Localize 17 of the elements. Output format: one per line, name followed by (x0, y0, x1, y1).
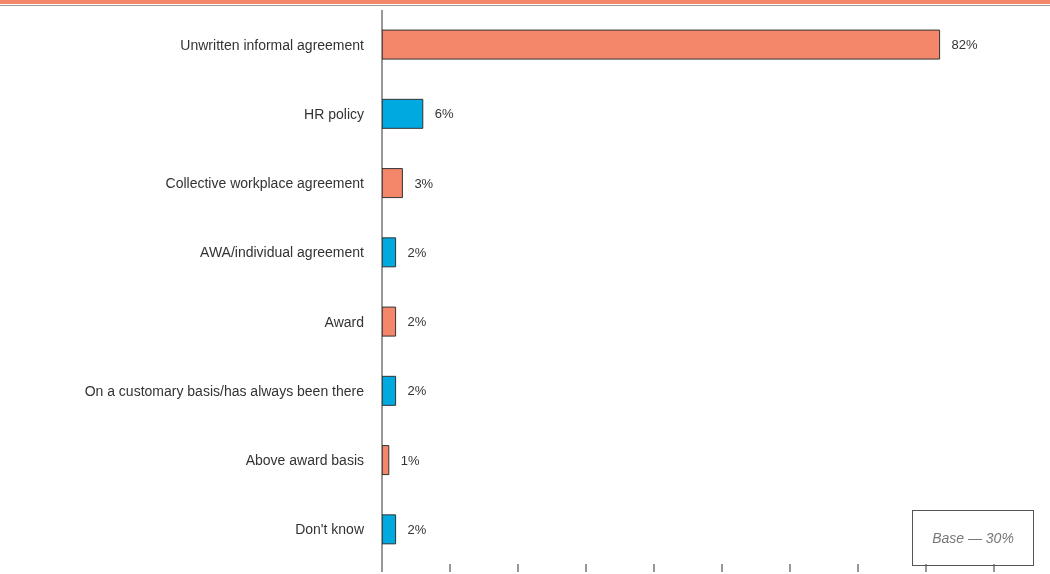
annotation: Base — 30% (912, 510, 1034, 566)
data-label: 1% (400, 452, 421, 468)
data-label: 3% (414, 175, 434, 191)
data-label: 2% (407, 314, 427, 330)
data-label: 2% (407, 383, 427, 399)
y-tick-label: HR policy (304, 105, 364, 122)
data-label: 6% (434, 106, 455, 122)
y-tick-label: Above award basis (245, 452, 364, 469)
y-tick-label: AWA/individual agreement (200, 244, 365, 261)
data-label: 2% (407, 244, 427, 260)
y-tick-label: Don't know (295, 521, 365, 538)
data-label: 82% (951, 37, 979, 53)
y-tick-label: Award (324, 313, 364, 330)
data-label: 2% (407, 521, 427, 537)
y-tick-label: Unwritten informal agreement (180, 36, 365, 53)
y-tick-label: Collective workplace agreement (165, 175, 365, 192)
y-tick-label: On a customary basis/has always been there (84, 382, 365, 399)
